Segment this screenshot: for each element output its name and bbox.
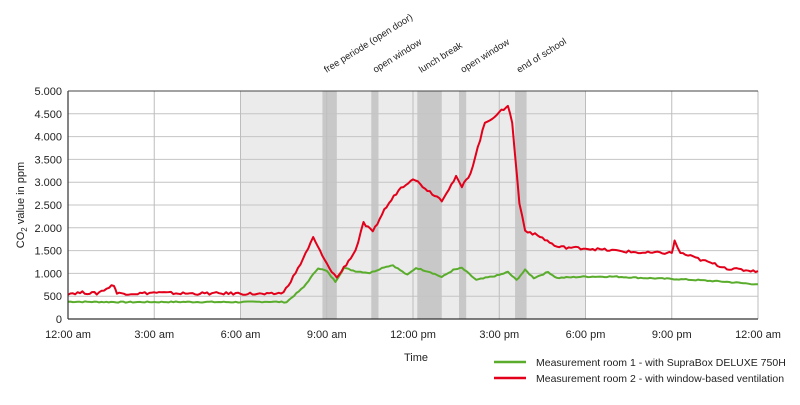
event-label: free periode (open door) (322, 12, 415, 76)
event-labels: free periode (open door) open windowlunch… (322, 12, 568, 76)
x-tick-label: 6:00 pm (566, 329, 606, 341)
legend-label-2: Measurement room 2 - with window-based v… (536, 373, 784, 385)
gridlines (68, 90, 759, 319)
series-lines (67, 104, 759, 304)
series-line-1 (67, 264, 758, 304)
x-tick-label: 12:00 pm (390, 329, 436, 341)
y-tick-label: 2.000 (34, 223, 62, 235)
legend-label-1: Measurement room 1 - with SupraBox DELUX… (536, 357, 786, 369)
x-tick-label: 12:00 am (735, 329, 781, 341)
y-tick-label: 3.000 (34, 177, 62, 189)
y-tick-label: 5.000 (34, 86, 62, 98)
x-axis-label: Time (404, 352, 428, 364)
x-tick-label: 3:00 am (134, 329, 174, 341)
y-tick-label: 1.500 (34, 246, 62, 258)
legend: Measurement room 1 - with SupraBox DELUX… (494, 357, 786, 385)
x-tick-label: 9:00 pm (652, 329, 692, 341)
tick-labels: 0 500 1.000 1.500 2.000 2.500 3.000 3.500 4.000 4… (34, 86, 780, 341)
y-tick-label: 2.500 (34, 200, 62, 212)
x-tick-label: 9:00 am (307, 329, 347, 341)
y-axis-label: CO2 value in ppm (15, 162, 29, 248)
y-tick-label: 4.000 (34, 132, 62, 144)
x-tick-label: 6:00 am (221, 329, 261, 341)
event-label: end of school (515, 36, 569, 75)
y-tick-label: 0 (56, 314, 62, 326)
event-label: open window (459, 37, 512, 76)
x-tick-label: 12:00 am (45, 329, 91, 341)
y-tick-label: 1.000 (34, 268, 62, 280)
y-tick-label: 3.500 (34, 154, 62, 166)
series-line-2 (67, 104, 759, 296)
y-tick-label: 500 (44, 291, 62, 303)
x-tick-label: 3:00 pm (479, 329, 519, 341)
event-label: lunch break (417, 40, 465, 75)
y-tick-label: 4.500 (34, 109, 62, 121)
